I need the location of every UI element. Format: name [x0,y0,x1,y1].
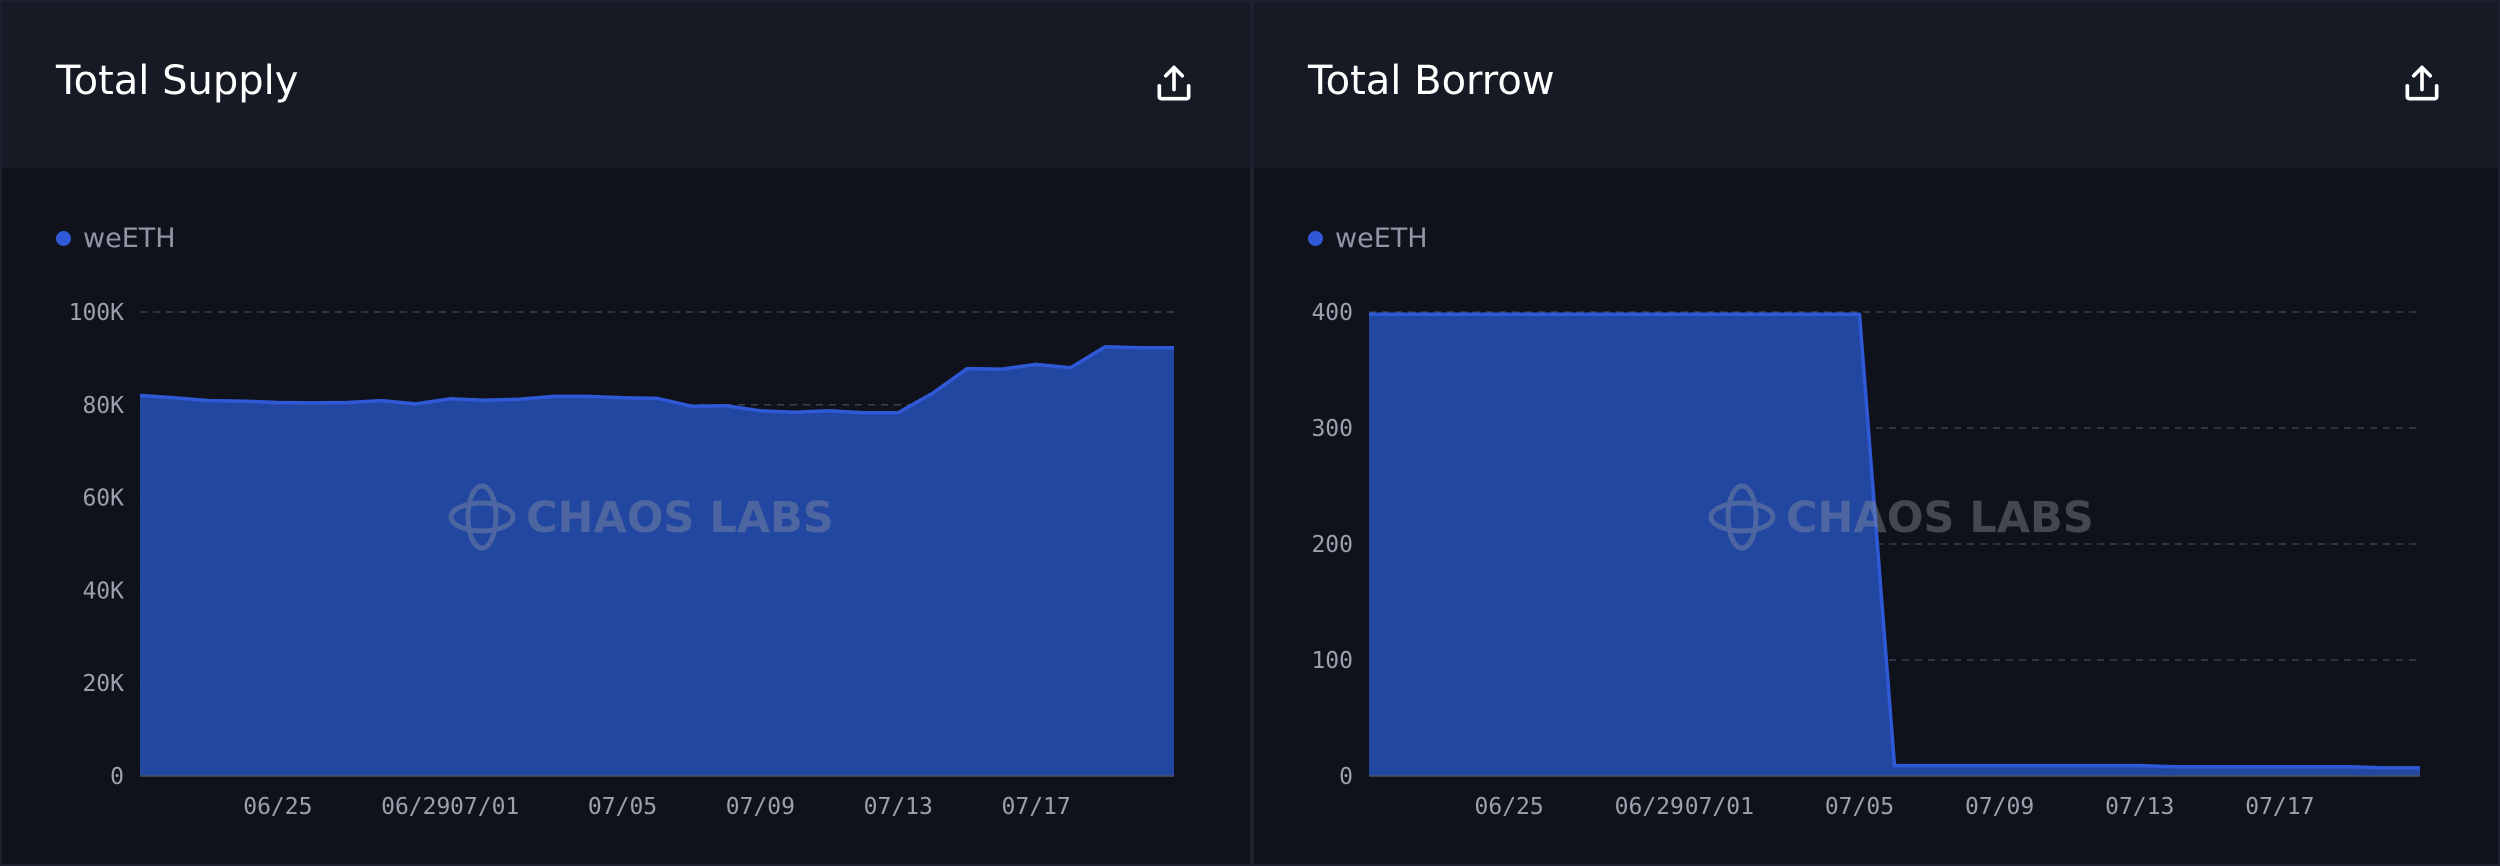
chaos-labs-logo-icon [448,483,516,551]
export-icon[interactable] [1152,62,1196,106]
y-tick-label: 200 [1311,532,1353,558]
y-tick-label: 300 [1311,416,1353,442]
panel-title: Total Borrow [1308,58,1555,104]
series-line [139,345,1174,415]
series-area [140,346,1174,776]
y-tick-label: 60K [82,486,124,512]
x-tick-label: 07/17 [2245,794,2314,820]
x-tick-label: 06/29 [1615,794,1684,820]
y-tick-label: 100 [1311,648,1353,674]
y-tick-label: 100K [69,300,125,326]
total-borrow-chart: 0 100 200 300 400 06/25 06/29 07/01 07/05 07/09 07… [1311,300,2420,820]
series-line [1369,312,2420,770]
watermark-text: CHAOS LABS [526,493,834,543]
watermark: CHAOS LABS [1708,483,2094,551]
legend-label: weETH [1335,222,1428,254]
x-tick-label: 07/13 [2105,794,2174,820]
x-tick-label: 07/13 [864,794,933,820]
chaos-labs-logo-icon [1708,483,1776,551]
panel-header: Total Supply [2,2,1250,168]
x-tick-label: 07/01 [450,794,519,820]
x-tick-label: 06/25 [243,794,312,820]
x-tick-label: 07/01 [1685,794,1754,820]
total-supply-chart: 0 20K 40K 60K 80K 100K 06/25 06/29 07/01 07/05 07/… [69,300,1174,820]
series-area [1369,314,2420,776]
chart-legend[interactable]: weETH [56,222,176,254]
legend-label: weETH [83,222,176,254]
export-icon[interactable] [2400,62,2444,106]
x-tick-label: 06/29 [381,794,450,820]
y-tick-label: 20K [82,671,124,697]
x-tick-label: 07/05 [1825,794,1894,820]
chart-legend[interactable]: weETH [1308,222,1428,254]
y-tick-label: 40K [82,578,124,604]
y-tick-label: 400 [1311,300,1353,326]
legend-dot [56,230,71,246]
watermark: CHAOS LABS [448,483,834,551]
y-tick-label: 0 [1339,764,1353,790]
panel-header: Total Borrow [1254,2,2498,168]
x-tick-label: 06/25 [1475,794,1544,820]
watermark-text: CHAOS LABS [1786,493,2094,543]
x-tick-label: 07/09 [726,794,795,820]
legend-dot [1308,230,1323,246]
total-supply-panel: Total Supply weETH 0 20K 40K 60K 80K 100K 06/2… [0,0,1252,866]
y-tick-label: 0 [110,764,124,790]
x-tick-label: 07/17 [1002,794,1071,820]
total-borrow-panel: Total Borrow weETH 0 100 200 300 400 06/25 06/… [1252,0,2500,866]
panel-title: Total Supply [56,58,299,104]
x-tick-label: 07/05 [588,794,657,820]
y-tick-label: 80K [82,393,124,419]
x-tick-label: 07/09 [1965,794,2034,820]
